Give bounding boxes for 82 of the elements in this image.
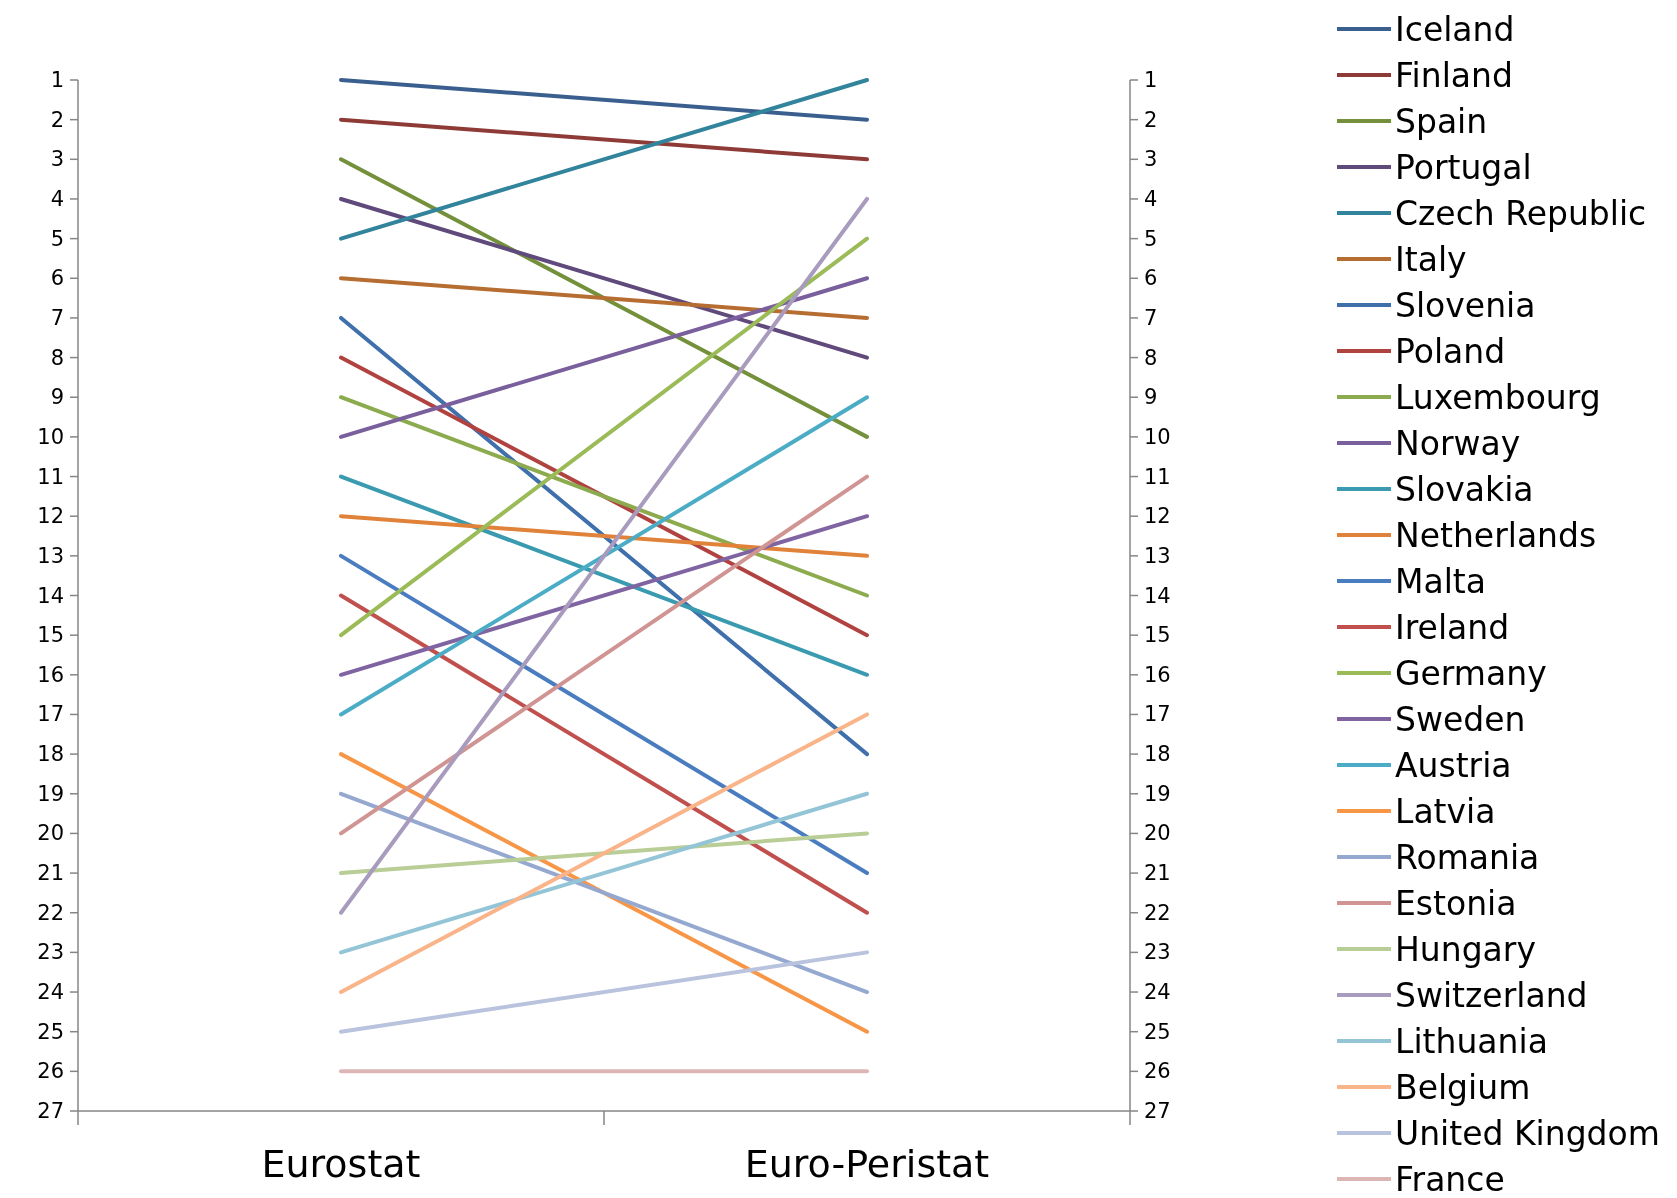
y2-tick-label: 23 <box>1144 940 1171 965</box>
y-tick-label: 3 <box>50 147 64 172</box>
y-tick-label: 20 <box>37 821 64 846</box>
legend-label: Slovenia <box>1395 285 1536 325</box>
y2-tick-label: 16 <box>1144 662 1171 687</box>
y-tick-label: 24 <box>37 980 64 1005</box>
legend-label: Romania <box>1395 837 1540 877</box>
legend-label: Slovakia <box>1395 469 1534 509</box>
y2-tick-label: 19 <box>1144 781 1171 806</box>
y2-tick-label: 15 <box>1144 623 1171 648</box>
y-tick-label: 22 <box>37 900 64 925</box>
legend-label: Latvia <box>1395 791 1496 831</box>
y2-tick-label: 13 <box>1144 543 1171 568</box>
legend-label: Czech Republic <box>1395 193 1647 233</box>
y-tick-label: 7 <box>50 305 64 330</box>
y2-tick-label: 12 <box>1144 504 1171 529</box>
y2-tick-label: 22 <box>1144 900 1171 925</box>
y-tick-label: 15 <box>37 623 64 648</box>
y-tick-label: 27 <box>37 1099 64 1123</box>
legend-label: Hungary <box>1395 929 1536 969</box>
legend-label: Ireland <box>1395 607 1510 647</box>
y-tick-label: 12 <box>37 504 64 529</box>
y-tick-label: 1 <box>50 68 64 92</box>
y-tick-label: 21 <box>37 861 64 886</box>
y2-tick-label: 18 <box>1144 742 1171 767</box>
y-tick-label: 23 <box>37 940 64 965</box>
y-tick-label: 2 <box>50 107 64 132</box>
y2-tick-label: 7 <box>1144 305 1158 330</box>
legend-label: Belgium <box>1395 1067 1531 1107</box>
legend-label: Sweden <box>1395 699 1526 739</box>
y2-tick-label: 21 <box>1144 861 1171 886</box>
legend-label: Poland <box>1395 331 1506 371</box>
y2-tick-label: 8 <box>1144 345 1158 370</box>
y-tick-label: 25 <box>37 1019 64 1044</box>
x-tick-label: Eurostat <box>261 1142 421 1186</box>
legend-label: Spain <box>1395 101 1488 141</box>
y2-tick-label: 10 <box>1144 424 1171 449</box>
y2-tick-label: 5 <box>1144 226 1158 251</box>
y2-tick-label: 26 <box>1144 1059 1171 1084</box>
y-tick-label: 11 <box>37 464 64 489</box>
y-tick-label: 14 <box>37 583 64 608</box>
y-tick-label: 17 <box>37 702 64 727</box>
y-tick-label: 8 <box>50 345 64 370</box>
legend-label: Italy <box>1395 239 1467 279</box>
y2-tick-label: 6 <box>1144 266 1158 291</box>
y2-tick-label: 25 <box>1144 1019 1171 1044</box>
legend-label: Germany <box>1395 653 1547 693</box>
y-tick-label: 26 <box>37 1059 64 1084</box>
legend-label: Lithuania <box>1395 1021 1548 1061</box>
y2-tick-label: 2 <box>1144 107 1158 132</box>
legend-label: Luxembourg <box>1395 377 1601 417</box>
y2-tick-label: 24 <box>1144 980 1171 1005</box>
y2-tick-label: 9 <box>1144 385 1158 410</box>
y-tick-label: 18 <box>37 742 64 767</box>
y-tick-label: 19 <box>37 781 64 806</box>
legend-label: Iceland <box>1395 9 1515 49</box>
legend-label: Switzerland <box>1395 975 1588 1015</box>
legend-label: Finland <box>1395 55 1513 95</box>
y2-tick-label: 11 <box>1144 464 1171 489</box>
y-tick-label: 13 <box>37 543 64 568</box>
legend-label: United Kingdom <box>1395 1113 1660 1153</box>
y-tick-label: 9 <box>50 385 64 410</box>
y-tick-label: 10 <box>37 424 64 449</box>
y2-tick-label: 27 <box>1144 1099 1171 1123</box>
legend-label: Norway <box>1395 423 1521 463</box>
x-tick-label: Euro-Peristat <box>744 1142 990 1186</box>
legend-label: Estonia <box>1395 883 1517 923</box>
y2-tick-label: 3 <box>1144 147 1158 172</box>
y2-tick-label: 17 <box>1144 702 1171 727</box>
y-tick-label: 6 <box>50 266 64 291</box>
y-tick-label: 4 <box>50 186 64 211</box>
y2-tick-label: 20 <box>1144 821 1171 846</box>
legend-label: Austria <box>1395 745 1512 785</box>
legend-label: Malta <box>1395 561 1487 601</box>
y2-tick-label: 4 <box>1144 186 1158 211</box>
y2-tick-label: 14 <box>1144 583 1171 608</box>
y-tick-label: 5 <box>50 226 64 251</box>
legend-label: France <box>1395 1159 1505 1198</box>
legend-label: Netherlands <box>1395 515 1597 555</box>
y-tick-label: 16 <box>37 662 64 687</box>
y2-tick-label: 1 <box>1144 68 1158 92</box>
legend-label: Portugal <box>1395 147 1532 187</box>
